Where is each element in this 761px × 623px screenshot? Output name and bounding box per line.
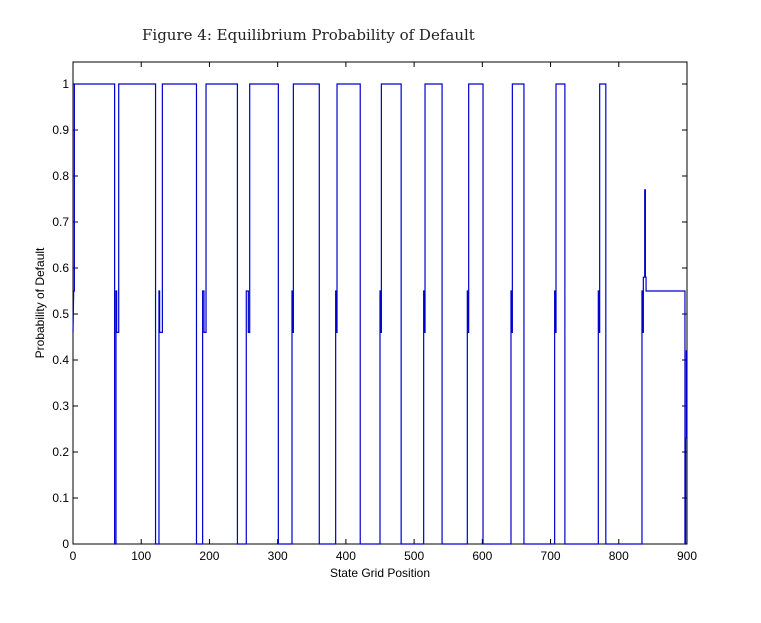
x-tick-label: 500 <box>404 549 424 563</box>
y-tick-label: 0.3 <box>52 399 69 413</box>
x-tick-label: 600 <box>472 549 492 563</box>
x-axis: 0 100 200 300 400 500 600 700 800 900 <box>70 62 697 563</box>
x-tick-label: 100 <box>131 549 151 563</box>
default-probability-line <box>72 83 687 545</box>
y-axis: 0 0.1 0.2 0.3 0.4 0.5 0.6 0.7 0.8 0.9 1 <box>52 77 687 551</box>
x-tick-label: 0 <box>70 549 77 563</box>
y-tick-label: 0.4 <box>52 353 69 367</box>
figure-title: Figure 4: Equilibrium Probability of Def… <box>142 26 475 44</box>
y-tick-label: 0.6 <box>52 261 69 275</box>
y-tick-label: 0.9 <box>52 123 69 137</box>
y-tick-label: 0.8 <box>52 169 69 183</box>
y-axis-label: Probability of Default <box>33 247 47 358</box>
x-tick-label: 800 <box>609 549 629 563</box>
y-tick-label: 0.5 <box>52 307 69 321</box>
y-tick-label: 1 <box>62 77 69 91</box>
x-tick-label: 700 <box>541 549 561 563</box>
x-tick-label: 900 <box>677 549 697 563</box>
y-tick-label: 0.7 <box>52 215 69 229</box>
x-axis-label: State Grid Position <box>330 566 430 580</box>
x-tick-label: 200 <box>199 549 219 563</box>
x-tick-label: 400 <box>336 549 356 563</box>
series-layer <box>72 83 687 545</box>
y-tick-label: 0.2 <box>52 445 69 459</box>
y-tick-label: 0.1 <box>52 491 69 505</box>
y-tick-label: 0 <box>62 537 69 551</box>
x-tick-label: 300 <box>268 549 288 563</box>
